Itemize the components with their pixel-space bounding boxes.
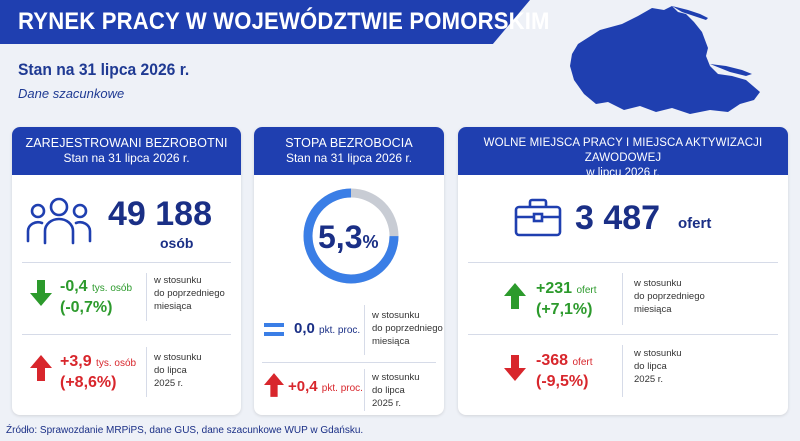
unemployed-change1-line: -0,4 tys. osób (-0,7%)	[60, 277, 132, 317]
rate-change2-value: +0,4	[288, 378, 318, 395]
desc-line: w stosunku	[634, 348, 682, 359]
people-icon	[26, 193, 92, 245]
desc-line: miesiąca	[154, 301, 192, 312]
header-bar	[0, 0, 530, 44]
arrow-up-icon	[264, 373, 284, 397]
rate-ring-arc	[303, 188, 399, 284]
unemployed-date: Stan na 31 lipca 2026 r.	[63, 151, 190, 165]
unemployed-card-header: ZAREJESTROWANI BEZROBOTNI Stan na 31 lip…	[12, 127, 241, 175]
desc-line: 2025 r.	[154, 378, 184, 389]
divider	[22, 334, 231, 335]
desc-line: w stosunku	[154, 275, 202, 286]
unemployed-change2-pct: (+8,6%)	[60, 374, 117, 391]
offers-card-header: WOLNE MIEJSCA PRACY I MIEJSCA AKTYWIZACJ…	[458, 127, 788, 179]
unemployed-change1-value: -0,4	[60, 278, 88, 295]
desc-line: do poprzedniego	[372, 323, 443, 334]
divider	[622, 273, 623, 325]
desc-line: do poprzedniego	[634, 291, 705, 302]
desc-line: w stosunku	[154, 352, 202, 363]
offers-change1-pct: (+7,1%)	[536, 301, 593, 318]
rate-title: STOPA BEZROBOCIA	[285, 136, 413, 150]
source-footer: Źródło: Sprawozdanie MRPiPS, dane GUS, d…	[6, 425, 364, 436]
rate-change1-line: 0,0 pkt. proc.	[294, 319, 360, 340]
rate-card-header: STOPA BEZROBOCIA Stan na 31 lipca 2026 r…	[254, 127, 444, 175]
offers-change1-line: +231 ofert (+7,1%)	[536, 279, 597, 319]
rate-date: Stan na 31 lipca 2026 r.	[285, 151, 413, 165]
offers-value: 3 487	[575, 199, 661, 237]
arrow-down-icon	[30, 280, 52, 306]
unemployed-change1-desc: w stosunku do poprzedniego miesiąca	[154, 274, 225, 313]
offers-change2-unit: ofert	[572, 357, 593, 368]
rate-value-line: 5,3%	[318, 219, 379, 256]
equal-icon	[264, 323, 284, 337]
desc-line: do poprzedniego	[154, 288, 225, 299]
divider	[622, 345, 623, 397]
rate-change2-line: +0,4 pkt. proc.	[288, 377, 363, 398]
desc-line: do lipca	[154, 365, 187, 376]
briefcase-icon	[514, 197, 562, 237]
unemployed-card: ZAREJESTROWANI BEZROBOTNI Stan na 31 lip…	[12, 127, 241, 415]
desc-line: 2025 r.	[634, 374, 664, 385]
divider	[364, 305, 365, 355]
desc-line: w stosunku	[372, 372, 420, 383]
rate-change2-desc: w stosunku do lipca 2025 r.	[372, 371, 420, 410]
divider	[22, 262, 231, 263]
divider	[146, 273, 147, 321]
divider	[364, 369, 365, 411]
offers-change1-value: +231	[536, 280, 573, 297]
divider	[468, 262, 778, 263]
offers-date: w lipcu 2026 r.	[586, 167, 660, 179]
desc-line: w stosunku	[634, 278, 682, 289]
estimate-note: Dane szacunkowe	[18, 86, 125, 101]
offers-change1-unit: ofert	[576, 285, 597, 296]
unemployed-change2-unit: tys. osób	[96, 358, 137, 369]
unemployed-change2-desc: w stosunku do lipca 2025 r.	[154, 351, 202, 390]
divider	[262, 362, 436, 363]
offers-change1-desc: w stosunku do poprzedniego miesiąca	[634, 277, 705, 316]
offers-card: WOLNE MIEJSCA PRACY I MIEJSCA AKTYWIZACJ…	[458, 127, 788, 415]
offers-change2-pct: (-9,5%)	[536, 373, 589, 390]
desc-line: miesiąca	[372, 336, 410, 347]
unemployed-change1-unit: tys. osób	[92, 283, 133, 294]
offers-change2-value: -368	[536, 352, 569, 369]
arrow-up-icon	[30, 355, 52, 381]
arrow-down-icon	[504, 355, 526, 381]
rate-change2-unit: pkt. proc.	[321, 383, 363, 394]
unemployed-value: 49 188	[108, 195, 212, 233]
page-title: RYNEK PRACY W WOJEWÓDZTWIE POMORSKIM	[18, 8, 550, 35]
rate-ring	[301, 186, 401, 286]
rate-value: 5,3	[318, 219, 363, 255]
unemployed-title: ZAREJESTROWANI BEZROBOTNI	[25, 136, 228, 150]
desc-line: 2025 r.	[372, 398, 402, 409]
offers-title: WOLNE MIEJSCA PRACY I MIEJSCA AKTYWIZACJ…	[483, 137, 763, 164]
rate-change1-value: 0,0	[294, 320, 315, 337]
divider	[468, 334, 778, 335]
offers-change2-desc: w stosunku do lipca 2025 r.	[634, 347, 682, 386]
desc-line: do lipca	[372, 385, 405, 396]
unemployed-unit: osób	[160, 235, 194, 251]
page-subtitle: Stan na 31 lipca 2026 r.	[18, 60, 190, 79]
offers-unit: ofert	[678, 215, 712, 232]
desc-line: do lipca	[634, 361, 667, 372]
rate-card: STOPA BEZROBOCIA Stan na 31 lipca 2026 r…	[254, 127, 444, 415]
divider	[146, 347, 147, 397]
unemployed-change1-pct: (-0,7%)	[60, 299, 113, 316]
desc-line: miesiąca	[634, 304, 672, 315]
unemployed-change2-value: +3,9	[60, 353, 92, 370]
arrow-up-icon	[504, 283, 526, 309]
rate-unit: %	[362, 232, 379, 252]
rate-change1-unit: pkt. proc.	[319, 325, 361, 336]
rate-change1-desc: w stosunku do poprzedniego miesiąca	[372, 309, 443, 348]
unemployed-change2-line: +3,9 tys. osób (+8,6%)	[60, 352, 136, 392]
pomorskie-map-icon	[560, 4, 800, 116]
offers-change2-line: -368 ofert (-9,5%)	[536, 351, 593, 391]
desc-line: w stosunku	[372, 310, 420, 321]
